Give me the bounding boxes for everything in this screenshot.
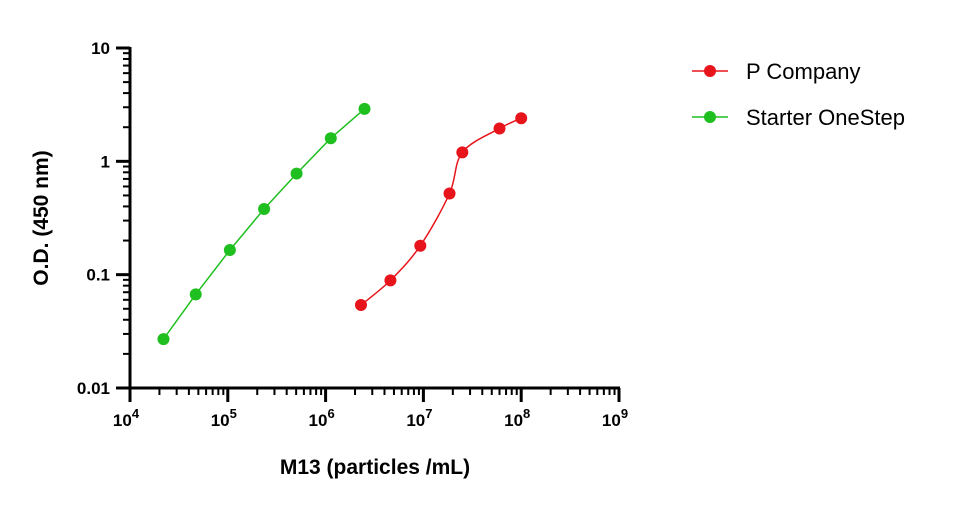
legend-item: P Company (692, 59, 861, 84)
series-starter-onestep (157, 102, 371, 346)
x-tick-label: 105 (211, 406, 237, 430)
data-point (456, 146, 469, 159)
data-point (384, 274, 397, 287)
y-axis-title: O.D. (450 nm) (30, 150, 53, 285)
y-tick-label: 0.1 (86, 266, 110, 285)
y-tick-label: 0.01 (77, 379, 110, 398)
data-point (157, 333, 170, 346)
y-tick-label: 1 (101, 152, 110, 171)
data-point (354, 298, 367, 311)
y-tick-label: 10 (91, 39, 110, 58)
data-point (324, 132, 337, 145)
series-line (162, 108, 365, 340)
legend-marker (704, 65, 716, 77)
legend-marker (704, 111, 716, 123)
x-tick-label: 108 (504, 406, 530, 430)
legend-label: Starter OneStep (746, 105, 905, 130)
legend-label: P Company (746, 59, 861, 84)
data-point (515, 112, 528, 125)
data-point (258, 202, 271, 215)
series-p-company (354, 112, 528, 311)
legend: P Company Starter OneStep (692, 59, 905, 130)
x-tick-label: 109 (602, 406, 628, 430)
x-tick-label: 107 (406, 406, 432, 430)
data-point (290, 167, 303, 180)
legend-item: Starter OneStep (692, 105, 905, 130)
data-point (358, 102, 371, 115)
series-line (360, 117, 522, 306)
data-point (493, 122, 506, 135)
data-point (414, 239, 427, 252)
x-tick-label: 104 (113, 406, 140, 430)
plot-area (157, 102, 528, 346)
data-point (189, 288, 202, 301)
x-axis-title: M13 (particles /mL) (280, 456, 470, 479)
data-point (223, 244, 236, 257)
x-tick-label: 106 (309, 406, 335, 430)
data-point (443, 187, 456, 200)
